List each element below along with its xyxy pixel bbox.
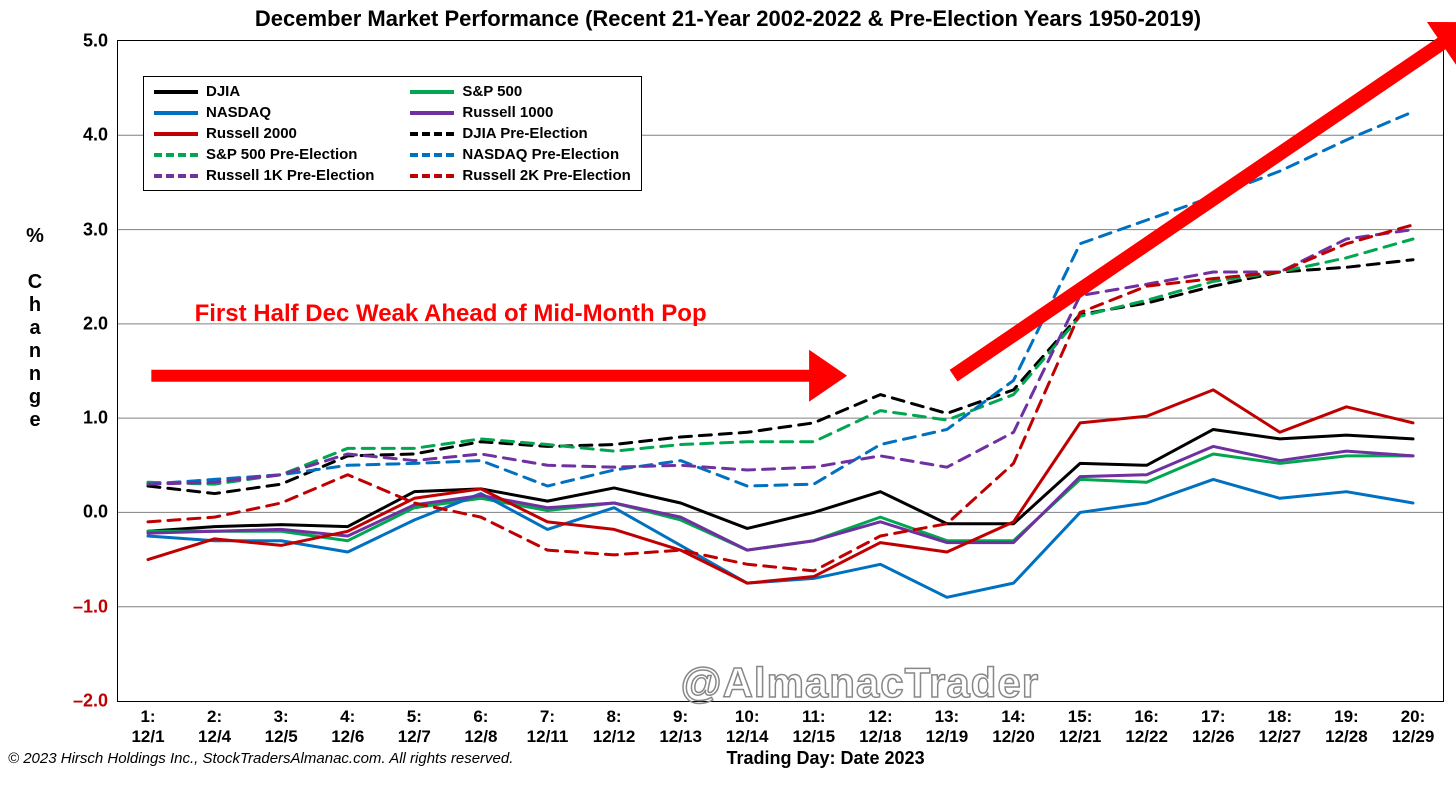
legend-swatch	[410, 90, 454, 94]
x-tick-label: 20:12/29	[1392, 707, 1435, 748]
x-tick-label: 14:12/20	[992, 707, 1035, 748]
legend-item: S&P 500 Pre-Election	[154, 146, 374, 163]
x-tick-label: 1:12/1	[131, 707, 164, 748]
y-tick-label: 0.0	[83, 502, 108, 523]
legend-swatch	[410, 174, 454, 178]
x-tick-label: 16:12/22	[1125, 707, 1168, 748]
legend-item: Russell 2K Pre-Election	[410, 167, 630, 184]
y-tick-label: 1.0	[83, 408, 108, 429]
legend-label: DJIA	[206, 83, 240, 100]
y-tick-label: 4.0	[83, 125, 108, 146]
legend-item: DJIA Pre-Election	[410, 125, 630, 142]
legend-swatch	[154, 174, 198, 178]
x-axis-title: Trading Day: Date 2023	[727, 748, 925, 769]
legend-label: Russell 1000	[462, 104, 553, 121]
x-tick-label: 13:12/19	[926, 707, 969, 748]
watermark: @AlmanacTrader	[681, 659, 1039, 707]
legend-item: Russell 2000	[154, 125, 374, 142]
x-tick-label: 15:12/21	[1059, 707, 1102, 748]
x-tick-label: 7:12/11	[527, 707, 569, 748]
legend-label: DJIA Pre-Election	[462, 125, 587, 142]
y-tick-label: 3.0	[83, 219, 108, 240]
plot-area: DJIA S&P 500 NASDAQ Russell 1000 Russell 200…	[117, 40, 1444, 702]
legend-swatch	[410, 111, 454, 115]
copyright-text: © 2023 Hirsch Holdings Inc., StockTrader…	[8, 750, 513, 767]
y-tick-label: –1.0	[73, 596, 108, 617]
legend-label: NASDAQ Pre-Election	[462, 146, 619, 163]
y-tick-label: 2.0	[83, 313, 108, 334]
legend-swatch	[410, 153, 454, 157]
legend-item: NASDAQ	[154, 104, 374, 121]
x-tick-label: 17:12/26	[1192, 707, 1235, 748]
legend-item: Russell 1K Pre-Election	[154, 167, 374, 184]
x-tick-label: 2:12/4	[198, 707, 231, 748]
y-axis-title: % Channge	[20, 225, 50, 432]
legend-label: Russell 2000	[206, 125, 297, 142]
x-tick-label: 3:12/5	[265, 707, 298, 748]
legend-swatch	[154, 90, 198, 94]
chart-container: December Market Performance (Recent 21-Y…	[0, 0, 1456, 791]
x-tick-label: 12:12/18	[859, 707, 902, 748]
x-tick-label: 5:12/7	[398, 707, 431, 748]
legend-swatch	[154, 111, 198, 115]
x-tick-label: 9:12/13	[659, 707, 702, 748]
y-tick-label: –2.0	[73, 691, 108, 712]
x-tick-label: 18:12/27	[1259, 707, 1302, 748]
legend-item: DJIA	[154, 83, 374, 100]
x-tick-label: 10:12/14	[726, 707, 769, 748]
x-tick-label: 19:12/28	[1325, 707, 1368, 748]
x-tick-label: 8:12/12	[593, 707, 636, 748]
legend-swatch	[154, 132, 198, 136]
x-tick-label: 11:12/15	[793, 707, 836, 748]
legend-label: Russell 2K Pre-Election	[462, 167, 630, 184]
x-tick-label: 4:12/6	[331, 707, 364, 748]
annotation-text: First Half Dec Weak Ahead of Mid-Month P…	[195, 300, 707, 328]
legend-label: S&P 500 Pre-Election	[206, 146, 357, 163]
legend-swatch	[154, 153, 198, 157]
legend-item: Russell 1000	[410, 104, 630, 121]
chart-title: December Market Performance (Recent 21-Y…	[0, 6, 1456, 32]
y-tick-label: 5.0	[83, 31, 108, 52]
legend-item: S&P 500	[410, 83, 630, 100]
x-tick-label: 6:12/8	[464, 707, 497, 748]
legend-item: NASDAQ Pre-Election	[410, 146, 630, 163]
legend-label: Russell 1K Pre-Election	[206, 167, 374, 184]
legend-label: NASDAQ	[206, 104, 271, 121]
legend: DJIA S&P 500 NASDAQ Russell 1000 Russell 200…	[143, 76, 642, 191]
legend-swatch	[410, 132, 454, 136]
legend-label: S&P 500	[462, 83, 522, 100]
